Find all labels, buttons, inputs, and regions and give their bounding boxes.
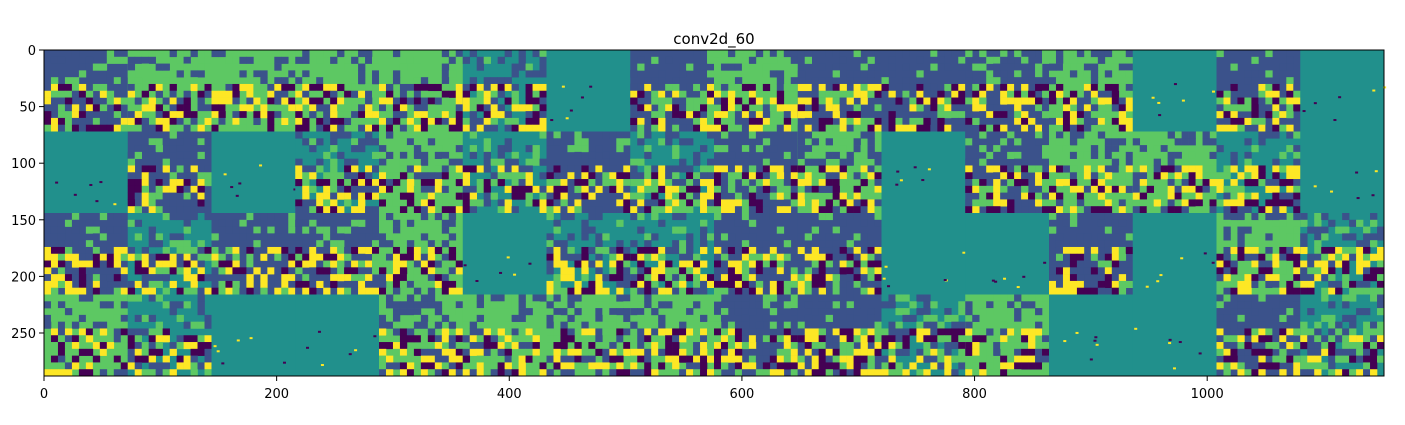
- feature-map-tile: [797, 294, 882, 377]
- feature-map-tile: [714, 131, 799, 214]
- feature-map-tile: [211, 50, 296, 132]
- x-tick-label: 1000: [1191, 387, 1224, 402]
- feature-map-tile: [881, 294, 966, 377]
- feature-map-tile: [1132, 294, 1217, 377]
- feature-map-tile: [44, 131, 129, 214]
- x-tick-label: 400: [497, 387, 522, 402]
- feature-map-tile: [462, 213, 547, 295]
- feature-map-tile: [714, 294, 799, 377]
- feature-map-tile: [127, 213, 212, 295]
- feature-map-tile: [1300, 131, 1385, 214]
- feature-map-tile: [211, 294, 296, 377]
- feature-map-tile: [546, 213, 631, 295]
- feature-map-tile: [295, 131, 380, 214]
- feature-map-tile: [44, 50, 129, 132]
- x-tick-label: 800: [962, 387, 987, 402]
- feature-map-tile: [1049, 294, 1134, 377]
- feature-map-tile: [1300, 50, 1387, 132]
- feature-map-tile: [965, 213, 1050, 295]
- y-tick-label: 200: [11, 270, 36, 285]
- feature-map-tile: [630, 131, 715, 214]
- chart-title: conv2d_60: [673, 30, 754, 49]
- feature-map-tile: [546, 50, 631, 132]
- feature-map-tile: [295, 50, 380, 132]
- y-tick-label: 250: [11, 327, 36, 342]
- feature-map-tile: [881, 50, 966, 132]
- feature-map-tile: [797, 213, 882, 295]
- feature-map-tile: [379, 294, 464, 377]
- feature-map-tile: [379, 213, 464, 295]
- feature-map-tile: [1216, 294, 1301, 377]
- feature-map-tile: [44, 294, 129, 377]
- feature-map-tile: [295, 213, 380, 295]
- feature-map-tile: [546, 131, 631, 214]
- feature-map-tile: [1132, 213, 1217, 295]
- feature-map-tile: [1049, 50, 1134, 132]
- feature-map-tile: [462, 50, 547, 132]
- x-tick-label: 200: [264, 387, 289, 402]
- y-tick-label: 0: [28, 44, 36, 59]
- feature-map-tile: [1216, 213, 1301, 295]
- feature-map-tile: [714, 50, 799, 132]
- feature-map-tile: [1132, 50, 1217, 132]
- feature-map-tile: [881, 213, 966, 295]
- feature-map-tile: [295, 294, 380, 377]
- feature-map-tile: [379, 50, 464, 132]
- feature-map-tile: [1216, 50, 1301, 132]
- x-tick-label: 600: [730, 387, 755, 402]
- feature-map-tile: [881, 131, 966, 214]
- y-tick-label: 50: [19, 101, 36, 116]
- x-tick-label: 0: [40, 387, 48, 402]
- feature-map-tile: [1049, 213, 1134, 295]
- feature-map-tile: [127, 131, 212, 214]
- feature-map-tile: [211, 131, 297, 214]
- heatmap-image: [44, 50, 1387, 377]
- axes: 0 200 400 600 800 1000 0 50 100 150 200 250: [11, 44, 1224, 402]
- feature-map-tile: [714, 213, 799, 295]
- feature-map-tile: [546, 294, 631, 377]
- feature-map-tile: [630, 294, 715, 377]
- feature-map-tile: [127, 50, 212, 132]
- y-tick-label: 100: [11, 157, 36, 172]
- feature-map-tile: [797, 131, 882, 214]
- feature-map-tile: [1049, 131, 1134, 214]
- feature-map-tile: [1132, 131, 1217, 214]
- feature-map-tile: [965, 131, 1050, 214]
- feature-map-tile: [630, 50, 715, 132]
- plot-frame: [43, 49, 1385, 377]
- feature-map-tile: [965, 294, 1050, 377]
- feature-map-tile: [1216, 131, 1301, 214]
- feature-map-tile: [462, 294, 547, 377]
- feature-map-tile: [379, 131, 464, 214]
- y-tick-label: 150: [11, 214, 36, 229]
- feature-map-tile: [1300, 213, 1385, 295]
- feature-map-tile: [965, 50, 1050, 132]
- feature-map-tile: [211, 213, 296, 295]
- feature-map-tile: [797, 50, 882, 132]
- feature-map-tile: [1300, 294, 1385, 377]
- feature-map-tile: [630, 213, 715, 295]
- feature-map-tile: [44, 213, 129, 295]
- feature-map-tile: [127, 294, 212, 377]
- feature-map-tile: [462, 131, 547, 214]
